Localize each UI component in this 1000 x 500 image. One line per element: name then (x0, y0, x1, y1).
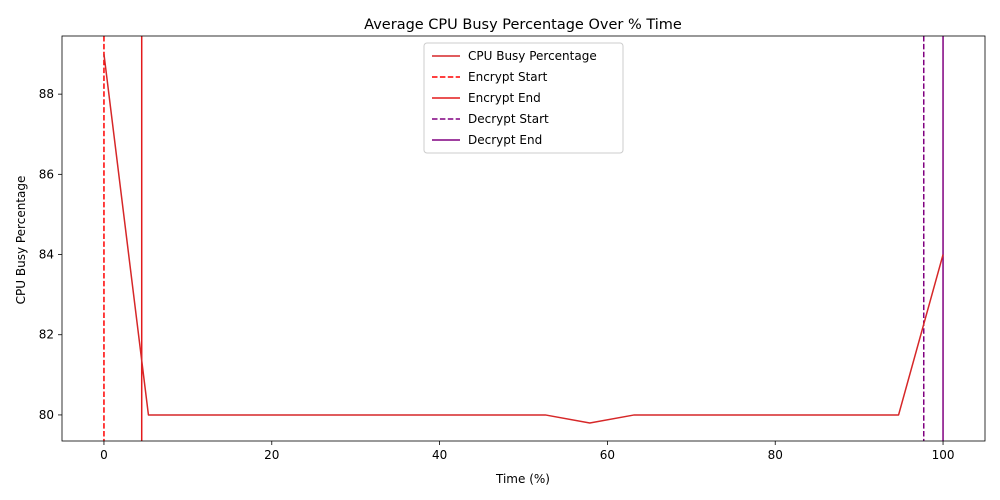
y-tick-label: 86 (39, 167, 54, 181)
y-tick-label: 80 (39, 408, 54, 422)
chart-title: Average CPU Busy Percentage Over % Time (364, 17, 682, 33)
legend-label: Decrypt End (468, 133, 542, 147)
x-tick-label: 100 (932, 448, 955, 462)
plot-frame (61, 35, 986, 442)
legend-label: Encrypt End (468, 91, 541, 105)
legend-label: Encrypt Start (468, 70, 548, 84)
x-tick-label: 0 (100, 448, 108, 462)
legend-label: Decrypt Start (468, 112, 549, 126)
x-tick-label: 80 (768, 448, 783, 462)
y-tick-label: 82 (39, 328, 54, 342)
legend-label: CPU Busy Percentage (468, 49, 597, 63)
x-tick-label: 60 (600, 448, 615, 462)
y-tick-label: 84 (39, 248, 54, 262)
x-tick-label: 40 (432, 448, 447, 462)
y-tick-label: 88 (39, 87, 54, 101)
legend-box (423, 42, 624, 154)
x-tick-label: 20 (264, 448, 279, 462)
y-axis-label: CPU Busy Percentage (14, 176, 28, 305)
x-axis-label: Time (%) (495, 472, 550, 486)
series-line-0 (103, 53, 944, 424)
